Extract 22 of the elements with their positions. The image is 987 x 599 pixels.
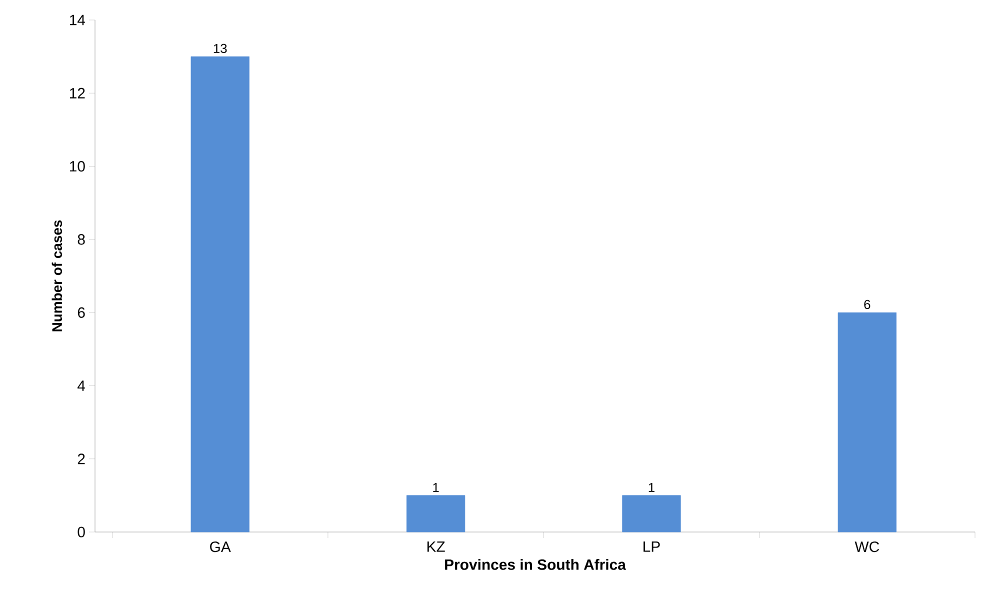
y-tick-label: 12 <box>70 88 85 98</box>
x-axis-title: Provinces in South Africa <box>445 558 626 570</box>
x-tick-label: LP <box>644 542 660 552</box>
bar <box>838 312 896 532</box>
y-tick-label: 14 <box>70 14 86 26</box>
data-label: 1 <box>433 483 439 492</box>
x-tick-label: KZ <box>427 542 445 552</box>
y-tick-label: 10 <box>70 160 85 172</box>
bar <box>190 56 250 532</box>
y-tick-label: 0 <box>78 526 85 538</box>
y-tick-label: 4 <box>78 380 86 391</box>
y-tick-label: 6 <box>78 307 85 318</box>
data-label: 13 <box>214 44 227 54</box>
bar <box>406 495 466 532</box>
data-label: 6 <box>864 300 870 310</box>
x-tick-label: WC <box>854 542 880 552</box>
y-tick-label: 8 <box>78 234 85 245</box>
y-tick-label: 2 <box>78 454 85 464</box>
x-tick-label: GA <box>210 542 231 552</box>
y-axis-title: Number of cases <box>52 220 62 332</box>
data-label: 1 <box>648 483 654 492</box>
bar <box>622 495 681 532</box>
